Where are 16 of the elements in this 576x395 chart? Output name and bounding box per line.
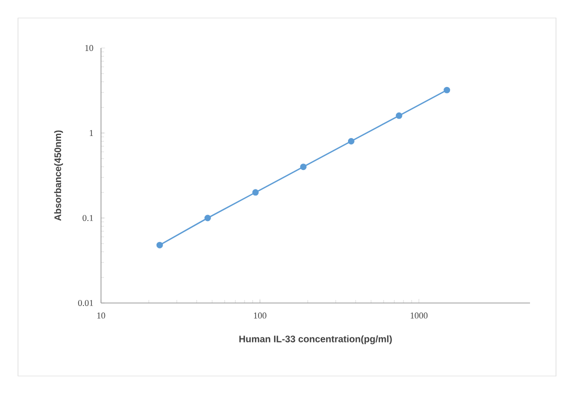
x-axis-title: Human IL-33 concentration(pg/ml): [239, 335, 392, 344]
point: [348, 138, 354, 144]
y-tick-label: 10: [85, 44, 94, 52]
point: [396, 112, 402, 119]
point: [156, 242, 163, 248]
y-tick-label: 0.01: [78, 300, 93, 306]
point: [444, 86, 450, 94]
x-tick-label: 10: [97, 312, 106, 319]
y-tick-label: 1: [90, 130, 93, 136]
x-tick-label: 100: [254, 312, 266, 319]
point: [204, 214, 211, 222]
point: [300, 164, 307, 170]
point: [252, 189, 259, 196]
x-tick-label: 1000: [410, 312, 428, 319]
y-tick-label: 0.1: [82, 214, 93, 222]
y-axis-title: Absorbance(450nm): [54, 130, 63, 221]
